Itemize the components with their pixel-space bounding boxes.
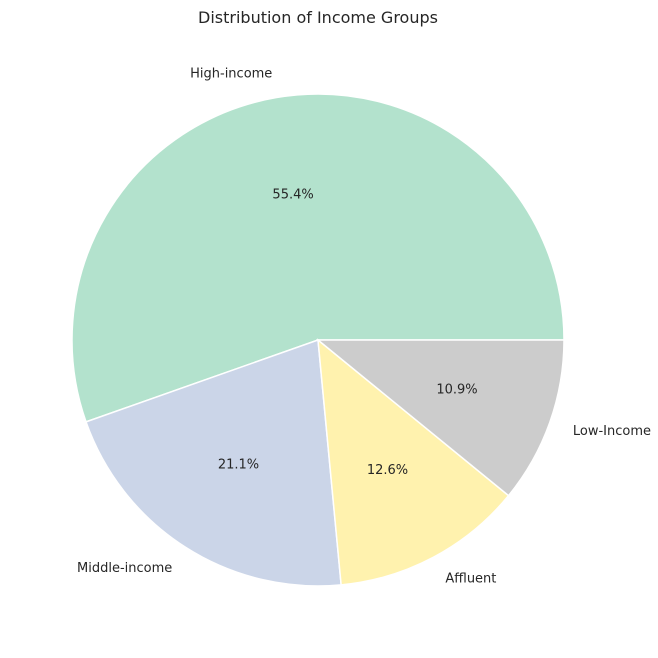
slice-percent-label: 10.9% <box>436 383 477 398</box>
slice-label: Middle-income <box>77 561 172 576</box>
pie-slice-affluent <box>317 338 510 586</box>
slice-label: High-income <box>190 66 272 81</box>
slice-percent-label: 55.4% <box>272 188 313 203</box>
slice-label: Low-Income <box>573 424 651 439</box>
pie-labels: High-income 55.4% Middle-income 21.1% Afflue… <box>77 66 651 586</box>
slice-percent-label: 21.1% <box>218 457 259 472</box>
pie-slice-low-income <box>315 339 565 497</box>
pie-slices <box>71 93 565 587</box>
slice-percent-label: 12.6% <box>367 463 408 478</box>
pie-slice-middle-income <box>85 338 342 587</box>
chart-title: Distribution of Income Groups <box>198 8 438 27</box>
slice-label: Affluent <box>445 572 496 587</box>
